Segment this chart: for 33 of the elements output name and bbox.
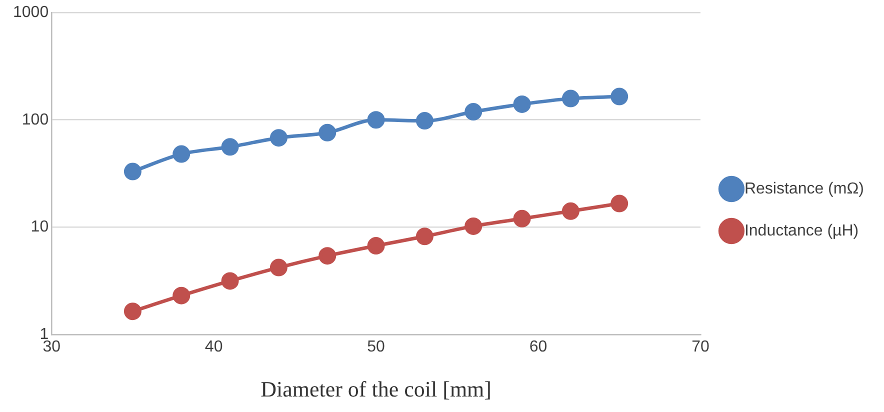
point — [318, 247, 336, 265]
legend-label: Resistance (mΩ) — [744, 180, 864, 198]
x-tick-label: 50 — [367, 338, 386, 356]
y-tick-label: 1000 — [13, 4, 49, 22]
point — [221, 138, 239, 156]
point — [367, 237, 385, 255]
point — [562, 90, 580, 108]
point — [464, 217, 482, 235]
point — [221, 272, 239, 290]
point — [367, 111, 385, 129]
point — [416, 112, 434, 130]
point — [513, 210, 531, 228]
point — [513, 95, 531, 113]
x-axis-title: Diameter of the coil [mm] — [260, 376, 492, 402]
point — [172, 286, 190, 304]
point — [124, 302, 142, 320]
point — [416, 228, 434, 246]
x-tick-label: 60 — [529, 338, 548, 356]
y-tick-label: 10 — [30, 218, 49, 236]
x-tick-label: 70 — [692, 338, 710, 356]
x-tick-label: 30 — [42, 338, 61, 356]
point — [124, 162, 142, 180]
point — [270, 129, 288, 147]
point — [172, 145, 190, 163]
point — [562, 202, 580, 220]
point — [464, 103, 482, 121]
legend-label: Inductance (µH) — [744, 222, 859, 240]
x-tick-label: 40 — [204, 338, 223, 356]
point — [270, 258, 288, 276]
y-tick-label: 100 — [22, 111, 49, 128]
point — [610, 194, 628, 212]
point — [610, 88, 628, 106]
point — [318, 124, 336, 142]
